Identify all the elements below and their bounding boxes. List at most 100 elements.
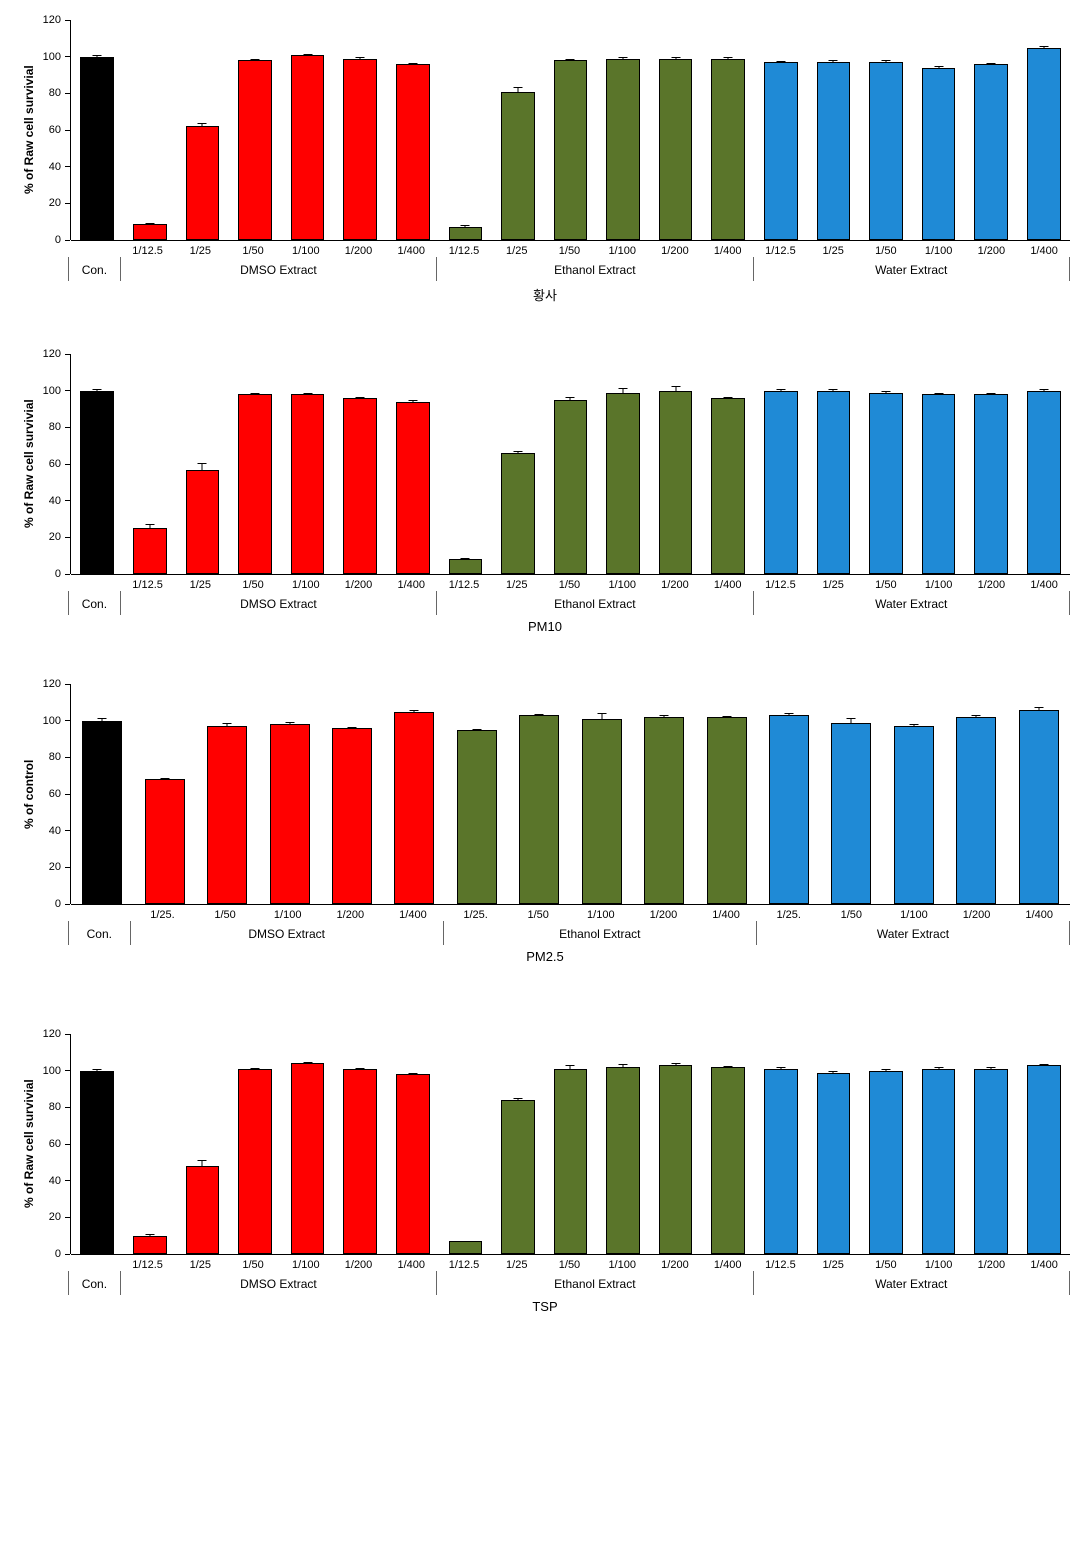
- y-tick-mark: [65, 830, 70, 831]
- bar-water: [894, 726, 934, 904]
- x-tick-label: 1/50: [506, 905, 569, 921]
- y-tick: 40: [49, 161, 70, 173]
- bar-slot: [1008, 684, 1070, 904]
- y-axis-label: % of Raw cell survivial: [20, 354, 38, 574]
- bar-dmso: [238, 60, 272, 240]
- error-bar: [255, 393, 256, 396]
- bar-slot: [258, 684, 320, 904]
- y-tick-label: 80: [49, 87, 65, 99]
- y-tick-mark: [65, 56, 70, 57]
- bar-water: [869, 393, 903, 575]
- x-tick-label: 1/50: [859, 241, 912, 257]
- bar-slot: [860, 1034, 913, 1254]
- bar-water: [764, 1069, 798, 1254]
- x-tick-label: [68, 575, 121, 591]
- x-tick-label: 1/12.5: [437, 1255, 490, 1271]
- bar-slot: [702, 1034, 755, 1254]
- bar-water: [974, 64, 1008, 240]
- y-tick-mark: [65, 720, 70, 721]
- bar-slot: [649, 1034, 702, 1254]
- y-axis: 020406080100120: [38, 1034, 71, 1254]
- error-bar: [227, 723, 228, 728]
- bar-dmso: [291, 1063, 325, 1254]
- x-tick-label: 1/100: [912, 1255, 965, 1271]
- bar-con: [80, 1071, 114, 1254]
- panel-title: PM10: [20, 619, 1070, 634]
- error-bar: [102, 718, 103, 722]
- group-label-dmso: DMSO Extract: [121, 257, 437, 281]
- bars-container: [71, 1034, 1070, 1254]
- x-tick-label: 1/400: [701, 1255, 754, 1271]
- bar-dmso: [396, 1074, 430, 1254]
- bar-slot: [702, 20, 755, 240]
- x-tick-label: 1/25.: [131, 905, 194, 921]
- bar-slot: [965, 1034, 1018, 1254]
- bar-water: [1019, 710, 1059, 904]
- y-tick-label: 100: [43, 385, 65, 397]
- group-label-water: Water Extract: [754, 591, 1070, 615]
- error-bar: [976, 715, 977, 718]
- x-tick-label: 1/25.: [757, 905, 820, 921]
- error-bar: [885, 391, 886, 394]
- error-bar: [938, 66, 939, 68]
- x-tick-label: [68, 241, 121, 257]
- y-tick: 80: [49, 1101, 70, 1113]
- bar-water: [956, 717, 996, 904]
- error-bar: [675, 386, 676, 392]
- bar-slot: [439, 354, 492, 574]
- x-tick-label: 1/400: [384, 1255, 437, 1271]
- bar-slot: [807, 354, 860, 574]
- x-tick-label: 1/400: [1017, 575, 1070, 591]
- error-bar: [465, 558, 466, 561]
- y-tick-label: 40: [49, 825, 65, 837]
- bar-slot: [544, 20, 597, 240]
- x-tick-label: 1/400: [701, 241, 754, 257]
- y-tick-label: 100: [43, 51, 65, 63]
- bar-ethanol: [554, 60, 588, 240]
- bar-dmso: [186, 126, 220, 240]
- bar-slot: [860, 354, 913, 574]
- chart-panel-pm10: % of Raw cell survivial0204060801001201/…: [20, 354, 1070, 634]
- bar-slot: [176, 1034, 229, 1254]
- bar-slot: [1017, 354, 1070, 574]
- x-tick-label: 1/200: [648, 575, 701, 591]
- x-tick-label: 1/200: [632, 905, 695, 921]
- error-bar: [97, 55, 98, 58]
- bar-slot: [334, 1034, 387, 1254]
- y-tick: 100: [43, 385, 70, 397]
- bar-dmso: [343, 398, 377, 574]
- y-tick-label: 20: [49, 861, 65, 873]
- bar-dmso: [343, 1069, 377, 1254]
- bar-slot: [71, 684, 133, 904]
- y-tick-mark: [65, 20, 70, 21]
- y-tick-mark: [65, 574, 70, 575]
- y-tick-label: 40: [49, 495, 65, 507]
- x-tick-row: 1/12.51/251/501/1001/2001/4001/12.51/251…: [68, 1255, 1070, 1271]
- y-tick: 100: [43, 715, 70, 727]
- bar-slot: [571, 684, 633, 904]
- error-bar: [202, 1160, 203, 1167]
- y-tick-label: 60: [49, 1138, 65, 1150]
- bar-ethanol: [606, 1067, 640, 1254]
- x-tick-label: [68, 905, 131, 921]
- y-tick: 120: [43, 14, 70, 26]
- x-tick-label: 1/25: [490, 241, 543, 257]
- bar-slot: [820, 684, 882, 904]
- error-bar: [202, 123, 203, 128]
- error-bar: [780, 61, 781, 63]
- y-tick-mark: [65, 1180, 70, 1181]
- bar-slot: [758, 684, 820, 904]
- x-tick-label: 1/200: [964, 1255, 1017, 1271]
- x-tick-label: 1/12.5: [754, 241, 807, 257]
- group-label-water: Water Extract: [754, 1271, 1070, 1295]
- group-label-ethanol: Ethanol Extract: [437, 591, 753, 615]
- error-bar: [833, 389, 834, 392]
- x-tick-label: 1/50: [820, 905, 883, 921]
- error-bar: [465, 225, 466, 228]
- bar-ethanol: [606, 59, 640, 241]
- bar-water: [1027, 1065, 1061, 1254]
- y-tick: 60: [49, 1138, 70, 1150]
- y-tick-mark: [65, 240, 70, 241]
- bar-slot: [883, 684, 945, 904]
- bar-ethanol: [659, 1065, 693, 1254]
